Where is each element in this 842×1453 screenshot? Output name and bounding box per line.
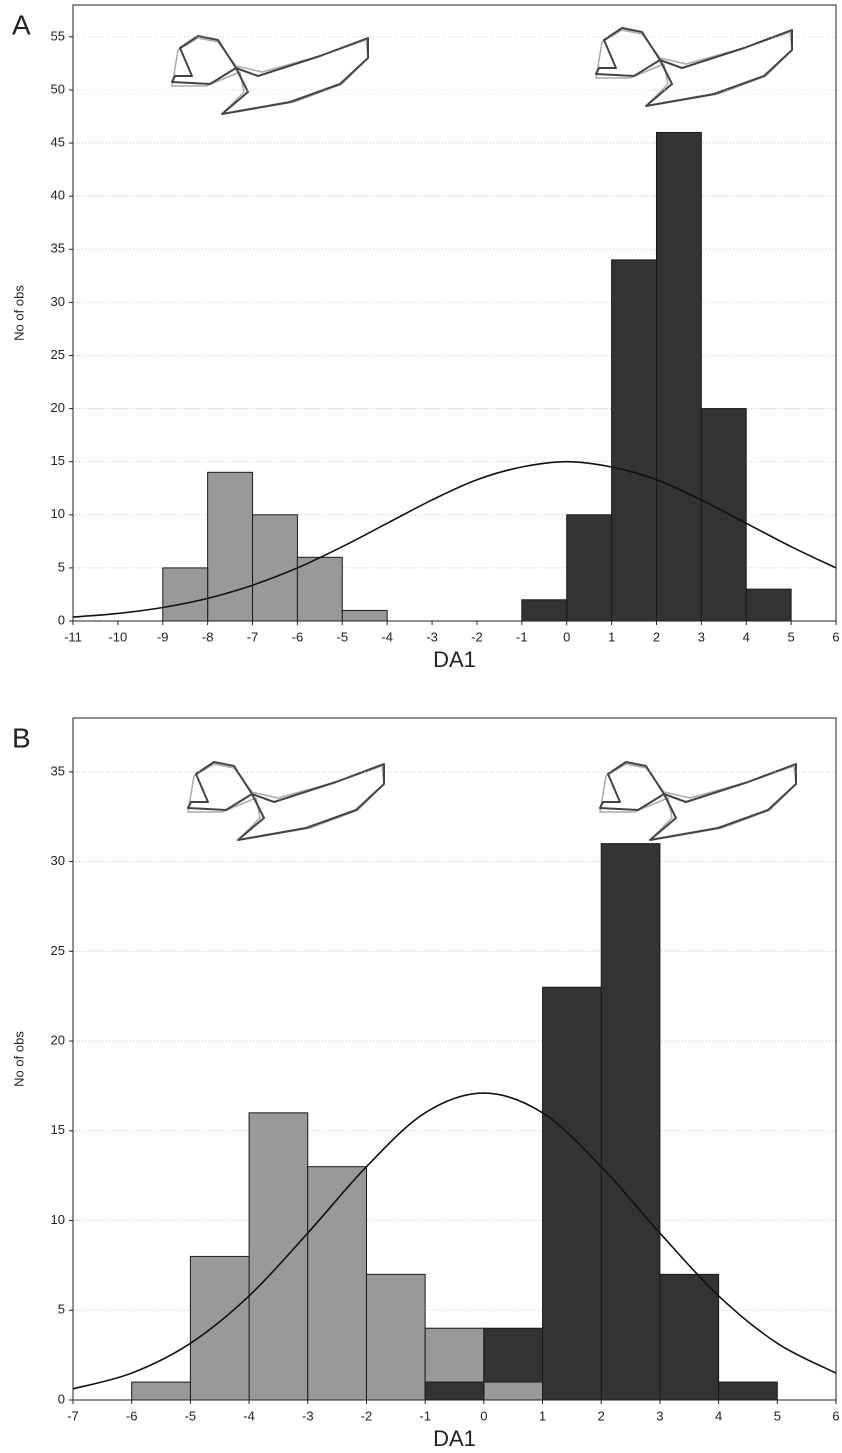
bar [745, 588, 792, 622]
fit-curve [72, 460, 837, 618]
x-axis-label: DA1 [433, 1426, 476, 1451]
y-tick-label: 0 [58, 612, 65, 627]
x-tick-label: -9 [157, 629, 169, 644]
x-tick-label: 1 [608, 629, 615, 644]
y-tick-label: 10 [51, 1212, 65, 1227]
x-tick-label: -5 [337, 629, 349, 644]
y-tick-label: 35 [51, 241, 65, 256]
bar [207, 471, 254, 622]
y-tick-label: 0 [58, 1391, 65, 1406]
bar [189, 1255, 250, 1401]
y-tick-label: 45 [51, 135, 65, 150]
x-tick-label: -6 [292, 629, 304, 644]
x-tick-label: -2 [471, 629, 483, 644]
fit-curve [72, 1092, 837, 1390]
bar [341, 609, 388, 622]
bar [483, 1381, 544, 1401]
bar [424, 1381, 485, 1401]
x-axis-label: DA1 [433, 647, 476, 672]
y-tick-label: 20 [51, 1032, 65, 1047]
y-tick-label: 55 [51, 28, 65, 43]
bar [659, 1273, 720, 1401]
x-tick-label: -3 [426, 629, 438, 644]
histogram-panel: B 0 5 10 15 20 25 30 35 -7 -6 -5 -4 -3 -2 -1 0 1 2 3 4 5 6 DA1 N… [11, 717, 840, 1451]
x-tick-label: 0 [480, 1408, 487, 1423]
x-tick-label: -8 [202, 629, 214, 644]
x-tick-label: 6 [832, 629, 839, 644]
y-tick-label: 40 [51, 188, 65, 203]
x-tick-label: 1 [539, 1408, 546, 1423]
y-axis-label: No of obs [11, 285, 26, 341]
y-tick-label: 15 [51, 1122, 65, 1137]
x-tick-label: 5 [774, 1408, 781, 1423]
wing-outline [171, 35, 369, 115]
bar [566, 514, 613, 622]
x-tick-label: 4 [743, 629, 750, 644]
bar [131, 1381, 191, 1401]
panel-label: A [12, 9, 31, 40]
x-tick-label: -7 [67, 1408, 79, 1423]
x-tick-label: 5 [788, 629, 795, 644]
bar [700, 408, 747, 622]
x-tick-label: 2 [653, 629, 660, 644]
x-tick-label: 3 [656, 1408, 663, 1423]
x-tick-label: 2 [598, 1408, 605, 1423]
y-tick-label: 20 [51, 400, 65, 415]
bar [162, 567, 209, 622]
x-tick-label: 4 [715, 1408, 722, 1423]
y-tick-label: 5 [58, 559, 65, 574]
x-tick-label: 0 [563, 629, 570, 644]
x-tick-label: -4 [243, 1408, 255, 1423]
bar [296, 556, 343, 622]
bar [611, 259, 657, 622]
bar [718, 1381, 778, 1401]
x-tick-label: -1 [419, 1408, 431, 1423]
y-tick-label: 15 [51, 453, 65, 468]
y-axis-label: No of obs [11, 1031, 26, 1087]
x-tick-label: -7 [247, 629, 259, 644]
x-tick-label: -4 [381, 629, 393, 644]
x-tick-label: -6 [126, 1408, 138, 1423]
bar [307, 1166, 367, 1401]
bar [365, 1273, 426, 1401]
wing-outline [599, 761, 797, 841]
x-tick-label: 6 [832, 1408, 839, 1423]
x-tick-label: -11 [64, 629, 82, 644]
panel-label: B [12, 722, 31, 753]
bar [521, 599, 568, 622]
x-tick-label: -1 [516, 629, 528, 644]
bar [248, 1112, 309, 1401]
wing-outline [187, 761, 385, 841]
y-tick-label: 10 [51, 506, 65, 521]
x-tick-label: -10 [108, 629, 127, 644]
y-tick-label: 5 [58, 1302, 65, 1317]
x-tick-label: 3 [698, 629, 705, 644]
bar [600, 843, 661, 1401]
plot-frame [72, 717, 837, 1401]
bar [252, 514, 298, 622]
x-tick-label: -5 [185, 1408, 197, 1423]
y-tick-label: 50 [51, 81, 65, 96]
plot-frame [72, 4, 837, 622]
wing-outline [595, 27, 793, 107]
y-tick-label: 25 [51, 943, 65, 958]
x-tick-label: -3 [302, 1408, 314, 1423]
y-tick-label: 30 [51, 294, 65, 309]
bar [655, 131, 702, 622]
bar [542, 986, 602, 1401]
x-tick-label: -2 [361, 1408, 373, 1423]
y-tick-label: 35 [51, 763, 65, 778]
y-tick-label: 30 [51, 853, 65, 868]
y-tick-label: 25 [51, 347, 65, 362]
